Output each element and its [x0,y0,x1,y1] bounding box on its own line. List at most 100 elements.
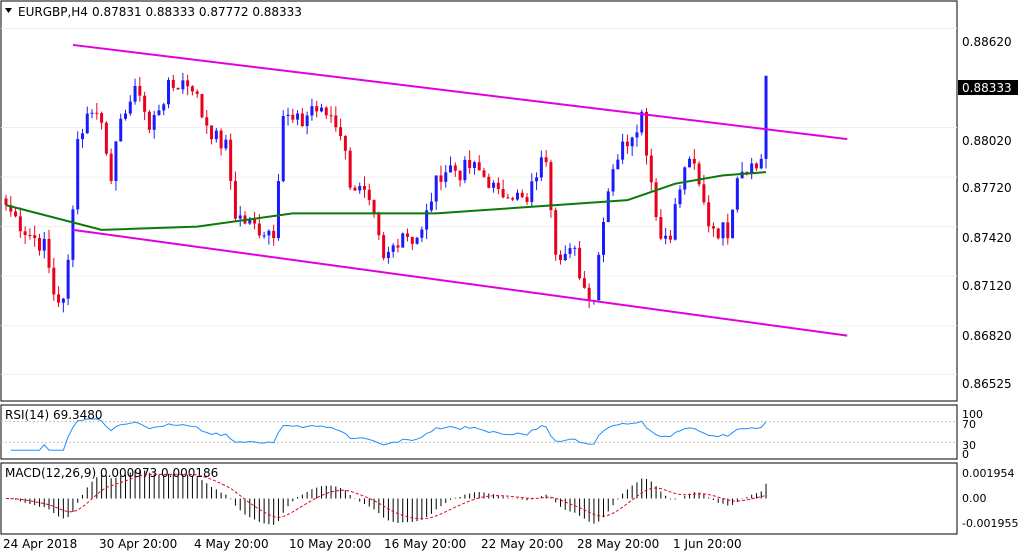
bear-candle [348,150,352,188]
bear-candle [625,141,629,147]
bull-candle [630,137,634,147]
bull-candle [621,141,625,160]
bear-candle [190,86,194,92]
bear-candle [711,226,715,229]
bull-candle [128,101,132,114]
bear-candle [726,222,730,239]
bull-candle [472,162,476,169]
bear-candle [52,267,56,295]
time-label: 28 May 20:00 [577,537,659,551]
bear-candle [554,210,558,255]
bull-candle [401,233,405,248]
bear-candle [147,111,151,130]
bear-candle [745,171,749,174]
bear-candle [754,163,758,169]
bear-candle [343,136,347,151]
bear-candle [544,157,548,163]
main-price-panel[interactable] [0,0,958,402]
time-axis: 24 Apr 2018 30 Apr 20:00 4 May 20:00 10 … [3,537,742,551]
bear-candle [578,247,582,279]
price-tick: 0.87420 [962,231,1012,245]
bear-candle [511,198,515,200]
candles [4,72,768,313]
bear-candle [707,202,711,227]
bull-candle [296,113,300,120]
bull-candle [735,178,739,210]
bear-candle [329,115,333,117]
bull-candle [740,171,744,179]
bull-candle [224,139,228,149]
bear-candle [410,236,414,244]
macd-series [5,469,767,525]
bear-candle [300,113,304,127]
bear-candle [496,182,500,190]
bear-candle [4,198,8,206]
bear-candle [171,79,175,88]
bull-candle [358,186,362,191]
bear-candle [477,162,481,171]
current-price-marker [958,80,1018,95]
bull-candle [597,254,601,301]
bear-candle [95,112,99,114]
bull-candle [449,165,453,173]
bear-candle [104,122,108,154]
bull-candle [281,116,285,182]
bull-candle [444,172,448,182]
bull-candle [214,130,218,140]
time-label: 1 Jun 20:00 [673,537,742,551]
bear-candle [549,162,553,211]
rsi-panel[interactable] [0,404,958,460]
channel-upper-line[interactable] [72,43,848,141]
bull-candle [262,235,266,237]
bear-candle [253,218,257,224]
bear-candle [100,113,104,123]
time-label: 24 Apr 2018 [3,537,77,551]
bear-candle [272,230,276,239]
price-tick: 0.88020 [962,134,1012,148]
bear-candle [109,153,113,182]
rsi-tick: 30 [962,439,976,452]
bear-candle [229,139,233,181]
bear-candle [33,235,37,239]
bear-candle [9,205,13,212]
bear-candle [453,165,457,171]
bear-candle [176,87,180,90]
bear-candle [406,233,410,237]
bull-candle [568,248,572,254]
bear-candle [138,86,142,96]
bull-candle [688,158,692,168]
bull-candle [167,79,171,105]
bull-candle [535,177,539,182]
collapse-triangle-icon[interactable] [5,8,12,13]
bull-candle [602,222,605,255]
bear-candle [468,159,472,169]
bull-candle [66,259,70,299]
bull-candle [80,133,84,140]
time-label: 16 May 20:00 [384,537,466,551]
bull-candle [71,209,75,260]
bear-candle [697,163,701,185]
bull-candle [463,159,467,181]
bear-candle [668,235,672,240]
bear-candle [315,106,319,112]
bear-candle [219,130,223,149]
overlays [5,43,848,337]
bear-candle [506,197,510,199]
bear-candle [501,189,505,198]
grid [1,27,957,375]
bear-candle [28,234,32,236]
bear-candle [716,228,720,239]
bear-candle [324,107,328,116]
bull-candle [310,106,314,116]
channel-lower-line[interactable] [72,228,848,337]
bear-candle [382,235,386,259]
price-tick: 0.88620 [962,35,1012,49]
bull-candle [76,139,80,210]
bull-candle [181,80,185,90]
bear-candle [334,115,338,128]
bear-candle [143,95,147,112]
chart-symbol: EURGBP,H4 [18,5,88,19]
price-tick: 0.87720 [962,181,1012,195]
bull-candle [721,222,725,239]
